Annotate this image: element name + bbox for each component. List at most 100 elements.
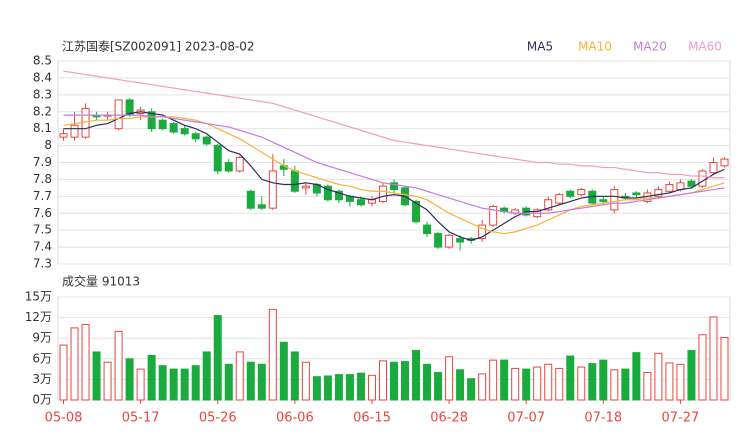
volume-bar — [81, 323, 90, 401]
candle-body — [114, 99, 123, 130]
x-tick-label: 05-17 — [122, 411, 160, 426]
candle-body — [158, 119, 167, 130]
volume-bar — [323, 375, 332, 401]
volume-bar — [676, 363, 685, 401]
candle-body — [654, 189, 663, 197]
candle-body — [257, 204, 266, 209]
volume-bar — [301, 361, 310, 401]
volume-bar — [390, 361, 398, 401]
y-tick-label: 7.5 — [33, 223, 52, 237]
volume-bar — [367, 374, 376, 401]
volume-bar — [478, 373, 487, 401]
x-tick-label: 06-28 — [430, 411, 468, 426]
y-tick-label: 8.1 — [33, 121, 52, 135]
legend-entry: MA20 — [633, 40, 667, 54]
volume-bar — [599, 359, 608, 401]
volume-bar — [500, 359, 509, 401]
candle-body — [445, 234, 454, 248]
y-tick-label: 8.3 — [33, 87, 52, 101]
volume-bar — [136, 368, 145, 401]
volume-bar — [445, 356, 454, 401]
volume-bar — [246, 361, 255, 401]
volume-bar — [92, 351, 101, 401]
y-tick-label: 15万 — [25, 290, 52, 304]
ma-line — [63, 114, 725, 214]
candle-body — [59, 133, 68, 138]
volume-bar — [665, 362, 674, 401]
x-tick-label: 05-08 — [45, 411, 83, 426]
y-tick-label: 8 — [44, 138, 52, 152]
candle-body — [224, 162, 233, 172]
candle-body — [235, 156, 244, 172]
candle-body — [301, 185, 310, 189]
legend-entry: MA60 — [688, 40, 722, 54]
candle-body — [610, 189, 619, 211]
candle-body — [423, 224, 432, 235]
chart-title: 江苏国泰[SZ002091] 2023-08-02 — [62, 40, 255, 54]
volume-bar — [401, 361, 410, 401]
y-tick-label: 7.6 — [33, 206, 52, 220]
volume-title: 成交量 91013 — [62, 274, 140, 289]
candle-body — [334, 190, 343, 201]
candle-body — [323, 185, 332, 201]
volume-bar — [279, 341, 288, 401]
volume-bar — [378, 360, 387, 401]
volume-bar — [180, 368, 189, 401]
candle-body — [599, 199, 608, 202]
candle-body — [577, 189, 586, 196]
volume-bar — [643, 372, 652, 401]
candle-body — [202, 136, 211, 145]
volume-bar — [257, 363, 266, 401]
volume-bar — [654, 352, 663, 401]
candle-body — [390, 182, 398, 191]
x-tick-label: 07-18 — [584, 411, 622, 426]
y-tick-label: 0万 — [32, 393, 52, 407]
volume-bar — [533, 366, 542, 401]
volume-bar — [577, 366, 586, 401]
volume-bar — [511, 367, 520, 401]
y-tick-label: 6万 — [32, 351, 52, 365]
volume-bar — [356, 372, 365, 401]
ma-line — [63, 111, 725, 241]
candle-body — [555, 194, 564, 204]
volume-bar — [610, 369, 619, 401]
volume-bar — [114, 330, 123, 401]
candle-body — [246, 190, 255, 209]
volume-bar — [632, 352, 641, 401]
x-tick-label: 07-27 — [662, 411, 700, 426]
candle-body — [268, 170, 277, 209]
volume-bar — [235, 351, 244, 401]
volume-bar — [544, 363, 553, 401]
candle-body — [489, 205, 498, 226]
candle-body — [698, 170, 707, 187]
candle-body — [180, 128, 189, 135]
volume-bar — [720, 337, 729, 401]
volume-bar — [224, 363, 233, 401]
y-tick-label: 7.3 — [33, 257, 52, 271]
candle-body — [434, 233, 443, 248]
y-tick-label: 9万 — [32, 331, 52, 345]
ma-line — [63, 70, 725, 179]
y-tick-label: 8.2 — [33, 104, 52, 118]
x-tick-label: 06-15 — [353, 411, 391, 426]
volume-bar — [147, 354, 156, 401]
candle-body — [70, 124, 79, 138]
volume-bar — [489, 359, 498, 401]
y-tick-label: 7.8 — [33, 172, 52, 186]
y-tick-label: 7.9 — [33, 155, 52, 169]
volume-bar — [103, 361, 112, 401]
volume-bar — [345, 374, 354, 401]
volume-bar — [213, 315, 222, 401]
volume-bar — [522, 368, 531, 401]
volume-bar — [467, 378, 476, 401]
y-tick-label: 8.5 — [33, 54, 52, 68]
candle-body — [191, 133, 200, 140]
volume-bar — [268, 308, 277, 401]
volume-bar — [191, 365, 200, 401]
legend-entry: MA10 — [578, 40, 612, 54]
volume-bar — [566, 355, 575, 401]
volume-bar — [456, 369, 465, 401]
x-tick-label: 05-26 — [199, 411, 237, 426]
candle-body — [478, 224, 487, 240]
